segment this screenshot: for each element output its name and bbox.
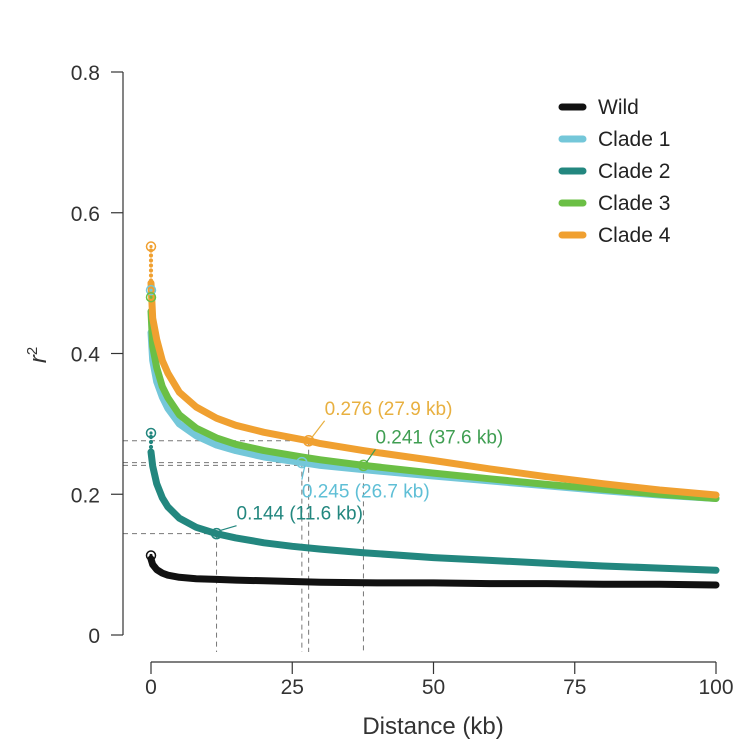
y-tick-label: 0.4	[71, 344, 101, 367]
legend-item-clade-3: Clade 3	[558, 192, 670, 215]
axes: 0 0.2 0.4 0.6 0.8 0 25 50 75 100	[71, 62, 734, 699]
start-point-wild	[149, 553, 153, 558]
y-tick-label: 0	[88, 625, 100, 648]
y-axis-label-base: r	[25, 354, 52, 363]
legend-label: Wild	[598, 96, 639, 119]
annotation-label-clade-2: 0.144 (11.6 kb)	[237, 504, 363, 525]
annotation-label-clade-3: 0.241 (37.6 kb)	[375, 427, 503, 448]
x-axis-label: Distance (kb)	[362, 713, 503, 740]
series-line-clade-4	[147, 279, 720, 499]
start-point-clade-4	[149, 244, 153, 249]
series-point-clade-4	[148, 263, 154, 268]
start-marker-clade-2	[145, 427, 157, 439]
annotation-marker-clade-2	[210, 527, 223, 540]
annotation-marker-clade-4	[302, 435, 315, 447]
legend-label: Clade 1	[598, 128, 670, 151]
series-layer	[147, 248, 720, 589]
annotation-leader-clade-3	[365, 449, 376, 463]
x-ticks: 0 25 50 75 100	[145, 662, 734, 699]
start-marker-clade-1	[145, 284, 157, 296]
legend-item-clade-2: Clade 2	[558, 160, 670, 183]
annotation-leader-clade-1	[301, 465, 306, 480]
legend-label: Clade 3	[598, 192, 670, 215]
series-point-clade-4	[148, 273, 154, 278]
y-tick-label: 0.2	[71, 484, 100, 507]
annotation-label-clade-4: 0.276 (27.9 kb)	[325, 399, 453, 420]
annotation-marker-clade-3	[357, 459, 370, 472]
annotation-marker-clade-1	[296, 456, 308, 469]
series-point-clade-2	[148, 439, 154, 445]
annotation-label-clade-1: 0.245 (26.7 kb)	[302, 482, 430, 503]
start-marker-clade-4	[145, 241, 157, 252]
y-tick-label: 0.8	[71, 62, 100, 85]
series-point-clade-4	[148, 268, 154, 273]
y-axis-label: r2	[24, 347, 52, 363]
x-tick-label: 50	[422, 676, 445, 699]
x-tick-label: 0	[145, 676, 157, 699]
start-point-clade-3	[149, 295, 153, 299]
legend-item-clade-1: Clade 1	[558, 128, 670, 151]
start-marker-wild	[145, 550, 157, 561]
series-line-wild	[147, 555, 720, 589]
start-marker-clade-3	[145, 291, 157, 303]
legend-item-clade-4: Clade 4	[558, 224, 671, 247]
series-point-clade-4	[148, 253, 154, 258]
legend-item-wild: Wild	[558, 96, 639, 119]
x-tick-label: 75	[563, 676, 586, 699]
start-point-clade-1	[149, 288, 153, 292]
series-point-clade-4	[148, 278, 154, 283]
annotations: 0.276 (27.9 kb) 0.241 (37.6 kb) 0.245 (26.…	[219, 399, 503, 532]
series-line-clade-3	[147, 307, 720, 502]
x-tick-label: 25	[281, 676, 304, 699]
annotation-leader-clade-4	[311, 420, 326, 439]
y-tick-label: 0.6	[71, 203, 100, 226]
x-tick-label: 100	[698, 676, 733, 699]
series-point-clade-2	[148, 444, 154, 450]
series-point-clade-2	[148, 449, 154, 455]
start-point-clade-2	[149, 431, 153, 435]
series-point-clade-4	[148, 258, 154, 263]
annotation-leader-clade-2	[219, 525, 237, 532]
legend-label: Clade 2	[598, 160, 670, 183]
series-line-clade-2	[147, 448, 720, 574]
legend-label: Clade 4	[598, 224, 671, 247]
y-axis-label-superscript: 2	[24, 347, 41, 355]
legend: Wild Clade 1 Clade 2 Clade 3 Clade 4	[558, 96, 671, 247]
marker-layer	[145, 241, 370, 561]
y-ticks: 0 0.2 0.4 0.6 0.8	[71, 62, 123, 648]
